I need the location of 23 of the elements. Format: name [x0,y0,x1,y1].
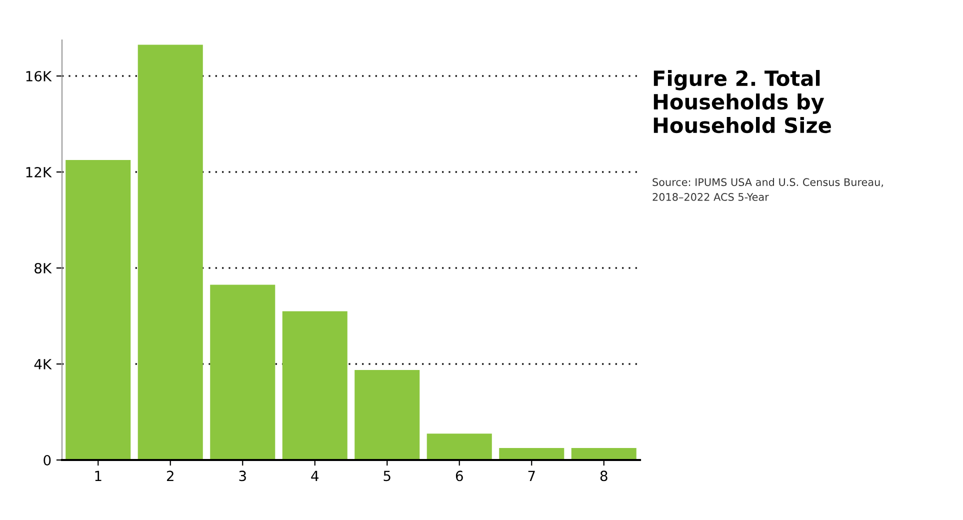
bar [571,448,636,460]
x-tick-label: 5 [384,470,390,482]
bar [282,311,348,460]
x-tick-label: 4 [311,470,319,481]
x-tick-label: 1 [95,470,102,481]
source-note: Source: IPUMS USA and U.S. Census Bureau, 2018–2022 ACS 5-Year [652,178,883,201]
bar [138,44,203,460]
x-tick-label: 2 [166,470,174,481]
text: Figure 2. Total Households by Household Size [654,70,831,134]
y-tick-label: 12K [26,166,52,178]
bar [426,434,492,460]
x-tick-label: 8 [600,470,608,482]
y-tick-label: 8K [34,262,52,274]
y-tick-label: 16K [26,70,52,82]
x-tick-label: 3 [239,470,246,482]
bar [66,160,131,460]
x-tick-label: 7 [528,470,535,481]
x-tick-label: 6 [456,470,463,482]
y-tick-label: 4K [34,359,52,370]
bar [499,448,564,460]
y-tick-label: 0 [44,454,51,466]
bar [210,284,276,460]
bar [354,370,420,460]
